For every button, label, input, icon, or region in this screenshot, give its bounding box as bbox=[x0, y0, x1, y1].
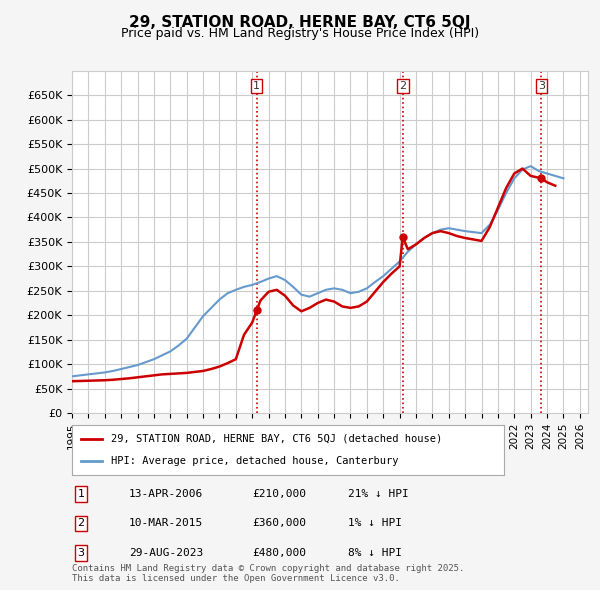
Text: 10-MAR-2015: 10-MAR-2015 bbox=[129, 519, 203, 528]
Text: 8% ↓ HPI: 8% ↓ HPI bbox=[348, 548, 402, 558]
Text: 1: 1 bbox=[253, 81, 260, 91]
Text: 1: 1 bbox=[77, 489, 85, 499]
Text: 3: 3 bbox=[77, 548, 85, 558]
Text: Price paid vs. HM Land Registry's House Price Index (HPI): Price paid vs. HM Land Registry's House … bbox=[121, 27, 479, 40]
Text: 2: 2 bbox=[77, 519, 85, 528]
Text: £480,000: £480,000 bbox=[252, 548, 306, 558]
Text: HPI: Average price, detached house, Canterbury: HPI: Average price, detached house, Cant… bbox=[111, 456, 398, 466]
Text: 2: 2 bbox=[399, 81, 406, 91]
Text: 13-APR-2006: 13-APR-2006 bbox=[129, 489, 203, 499]
Text: £210,000: £210,000 bbox=[252, 489, 306, 499]
Text: Contains HM Land Registry data © Crown copyright and database right 2025.
This d: Contains HM Land Registry data © Crown c… bbox=[72, 563, 464, 583]
Text: 21% ↓ HPI: 21% ↓ HPI bbox=[348, 489, 409, 499]
Text: £360,000: £360,000 bbox=[252, 519, 306, 528]
Text: 1% ↓ HPI: 1% ↓ HPI bbox=[348, 519, 402, 528]
Text: 29, STATION ROAD, HERNE BAY, CT6 5QJ (detached house): 29, STATION ROAD, HERNE BAY, CT6 5QJ (de… bbox=[111, 434, 442, 444]
Text: 3: 3 bbox=[538, 81, 545, 91]
Text: 29-AUG-2023: 29-AUG-2023 bbox=[129, 548, 203, 558]
Text: 29, STATION ROAD, HERNE BAY, CT6 5QJ: 29, STATION ROAD, HERNE BAY, CT6 5QJ bbox=[129, 15, 471, 30]
